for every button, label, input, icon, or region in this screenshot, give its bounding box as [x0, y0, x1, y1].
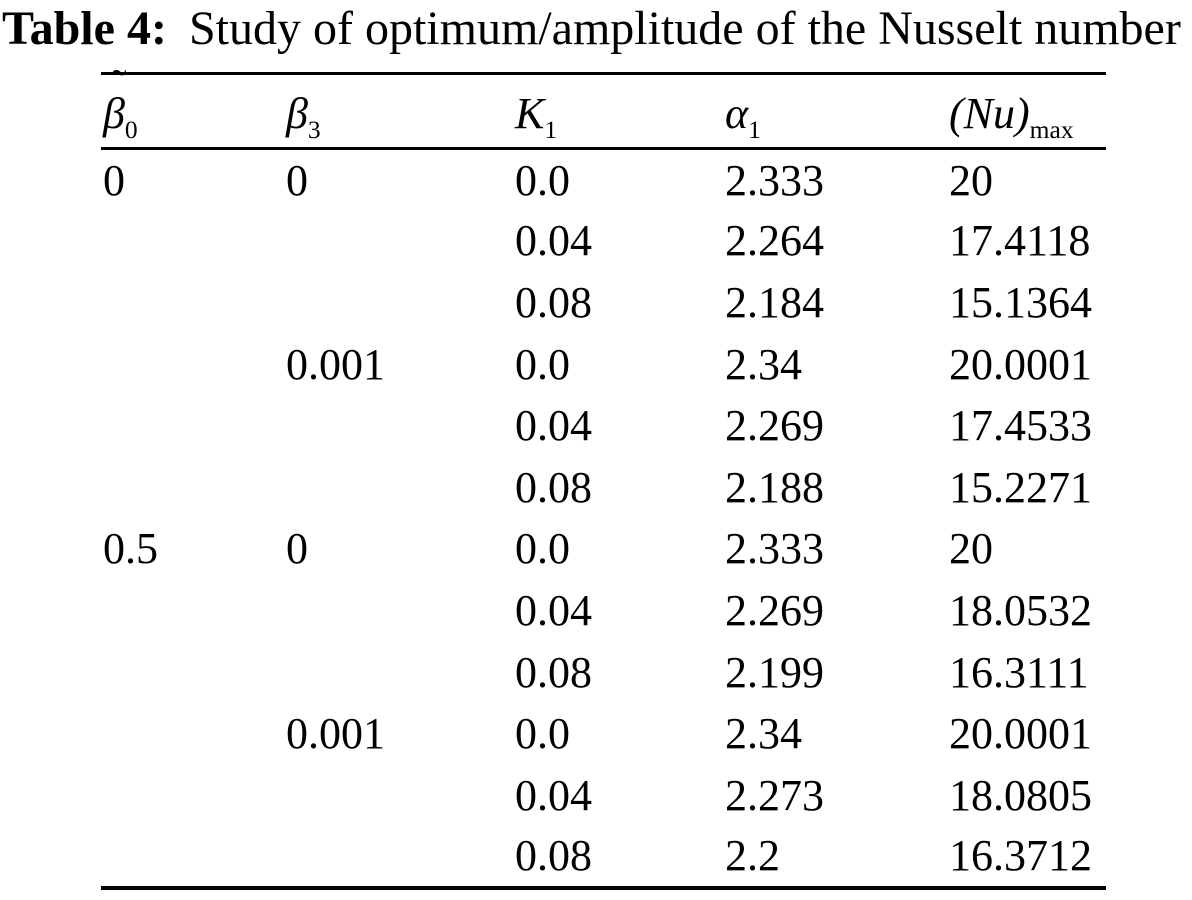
table-cell: 0.5: [103, 524, 158, 574]
table-cell: [286, 456, 515, 518]
table-cell: [101, 395, 286, 457]
table-row: 0.08 2.199 16.3111: [101, 641, 1106, 703]
table-row: 0.001 0.0 2.34 20.0001: [101, 333, 1106, 395]
table-cell: 0.08: [515, 462, 592, 512]
table-row: 0.001 0.0 2.34 20.0001: [101, 703, 1106, 765]
nu-max-symbol: (Nu)max: [949, 88, 1074, 144]
tilde-accent: ˜: [111, 61, 127, 111]
table-cell: 0: [286, 524, 308, 574]
col-header-k1: K1: [515, 74, 725, 149]
table-cell: 17.4533: [949, 401, 1092, 451]
table-cell: 17.4118: [949, 216, 1091, 266]
table-cell: 18.0805: [949, 770, 1092, 820]
table-cell: [286, 395, 515, 457]
table-cell: [101, 826, 286, 888]
table-cell: 16.3111: [949, 647, 1089, 697]
table-cell: 2.34: [725, 339, 802, 389]
table-cell: [286, 641, 515, 703]
table-cell: 15.1364: [949, 277, 1092, 327]
table-cell: [101, 764, 286, 826]
table-cell: [286, 210, 515, 272]
table-cell: 2.184: [725, 277, 824, 327]
table-cell: [286, 272, 515, 334]
col-header-alpha1: α1: [725, 74, 949, 149]
table-cell: [286, 764, 515, 826]
table-cell: 18.0532: [949, 585, 1092, 635]
table-cell: 0.001: [286, 339, 385, 389]
table-cell: [101, 333, 286, 395]
table-row: 0.04 2.264 17.4118: [101, 210, 1106, 272]
table-cell: 0.04: [515, 770, 592, 820]
col-header-beta3: β3: [286, 74, 515, 149]
col-header-nu-max: (Nu)max: [949, 74, 1106, 149]
table-row: 0.04 2.273 18.0805: [101, 764, 1106, 826]
table-row: 0.08 2.188 15.2271: [101, 456, 1106, 518]
table-cell: 2.199: [725, 647, 824, 697]
table-cell: 0.04: [515, 216, 592, 266]
table-cell: 0.08: [515, 831, 592, 881]
table-cell: 20: [949, 155, 993, 205]
col-header-beta0-tilde: ˜ β0: [101, 61, 286, 149]
table-cell: 2.269: [725, 585, 824, 635]
nusselt-number-table: ˜ β0 β3 K1 α1 (Nu)max 0 0 0.0 2.333 20: [101, 61, 1106, 890]
table-cell: 0.0: [515, 524, 570, 574]
table-cell: 16.3712: [949, 831, 1092, 881]
table-cell: 0.0: [515, 339, 570, 389]
table-caption-text: Study of optimum/amplitude of the Nussel…: [188, 2, 1181, 55]
beta3-symbol: β3: [286, 88, 321, 144]
table-cell: 0: [286, 155, 308, 205]
table-row: 0.08 2.2 16.3712: [101, 826, 1106, 888]
table-cell: 15.2271: [949, 462, 1092, 512]
table-row: 0.08 2.184 15.1364: [101, 272, 1106, 334]
table-caption-label: Table 4:: [2, 2, 167, 55]
table-cell: 20.0001: [949, 709, 1092, 759]
table-cell: 0.08: [515, 277, 592, 327]
table-cell: 0: [103, 155, 125, 205]
table-row: 0.04 2.269 17.4533: [101, 395, 1106, 457]
table-cell: 0.0: [515, 155, 570, 205]
table-cell: [101, 641, 286, 703]
table-cell: 0.08: [515, 647, 592, 697]
table-cell: 2.333: [725, 524, 824, 574]
table-row: 0.04 2.269 18.0532: [101, 580, 1106, 642]
table-cell: 2.333: [725, 155, 824, 205]
table-cell: 20: [949, 524, 993, 574]
table-row: 0.5 0 0.0 2.333 20: [101, 518, 1106, 580]
table-cell: 0.04: [515, 401, 592, 451]
table-cell: [101, 703, 286, 765]
table-cell: 20.0001: [949, 339, 1092, 389]
table-cell: [101, 456, 286, 518]
table-cell: 2.2: [725, 831, 780, 881]
table-cell: 2.269: [725, 401, 824, 451]
table-cell: 2.273: [725, 770, 824, 820]
table-row: 0 0 0.0 2.333 20: [101, 149, 1106, 211]
table-cell: 0.0: [515, 709, 570, 759]
table-cell: 2.264: [725, 216, 824, 266]
table-cell: [101, 210, 286, 272]
table-cell: [286, 826, 515, 888]
table-header-row: ˜ β0 β3 K1 α1 (Nu)max: [101, 61, 1106, 149]
table-cell: [101, 580, 286, 642]
table-cell: [286, 580, 515, 642]
table-cell: 0.001: [286, 709, 385, 759]
table-cell: 2.34: [725, 709, 802, 759]
table-cell: [101, 272, 286, 334]
table-caption: Table 4: Study of optimum/amplitude of th…: [2, 0, 1181, 58]
beta0-tilde-symbol: ˜ β0: [103, 61, 138, 144]
k1-symbol: K1: [515, 88, 558, 144]
table-cell: 0.04: [515, 585, 592, 635]
alpha1-symbol: α1: [725, 88, 761, 144]
table-cell: 2.188: [725, 462, 824, 512]
